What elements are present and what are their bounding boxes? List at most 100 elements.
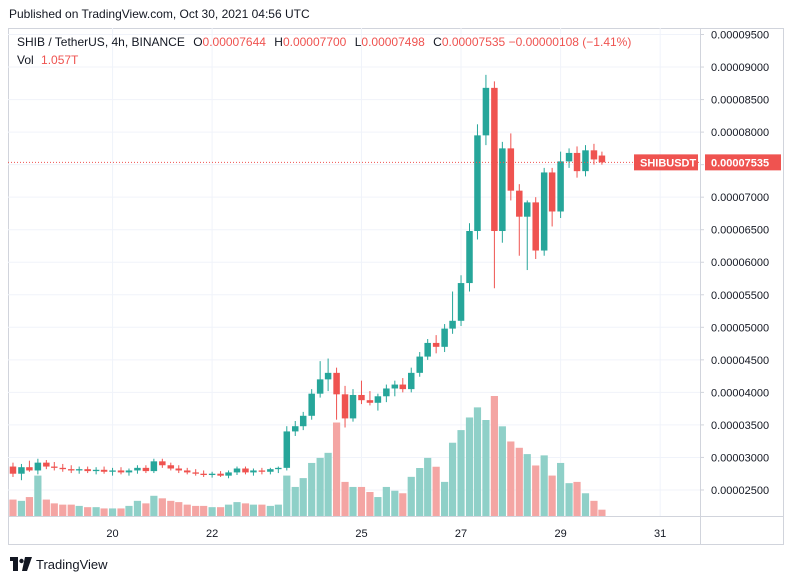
- candle-body: [374, 396, 382, 403]
- volume-bar: [274, 504, 282, 516]
- candle-body: [557, 161, 564, 212]
- volume-bar: [374, 497, 382, 516]
- volume-bar: [183, 504, 191, 516]
- volume-bar: [316, 457, 324, 516]
- candle-body: [548, 172, 556, 212]
- volume-bar: [241, 503, 250, 516]
- volume-bar: [341, 481, 349, 516]
- candle-body: [167, 465, 175, 469]
- volume-bar: [84, 507, 92, 516]
- candle-body: [109, 470, 116, 472]
- y-tick-label: 0.00004500: [711, 355, 769, 367]
- candle-body: [125, 470, 133, 473]
- legend-vol: 1.057T: [41, 53, 79, 67]
- candle-body: [134, 467, 141, 471]
- volume-bar: [59, 504, 67, 516]
- footer-brand[interactable]: TradingView: [10, 553, 108, 575]
- candle-body: [208, 473, 216, 476]
- legend-open-label: O: [193, 35, 203, 49]
- volume-bar: [590, 500, 598, 516]
- time-axis: 20 22 25 27 29 31: [106, 528, 666, 540]
- volume-bar: [75, 505, 83, 516]
- volume-bar: [523, 454, 531, 516]
- volume-bar: [382, 486, 390, 516]
- candle-body: [499, 148, 506, 232]
- tradingview-logo-icon: [10, 557, 32, 571]
- candle-body: [573, 152, 581, 172]
- candle-body: [516, 190, 523, 217]
- candle-body: [474, 135, 481, 232]
- volume-bar: [158, 498, 166, 516]
- volume-bar: [108, 508, 117, 516]
- volume-bar: [249, 504, 258, 516]
- candle-body: [75, 469, 83, 471]
- candle-body: [449, 320, 456, 329]
- candle-body: [466, 231, 473, 284]
- volume-bar: [565, 483, 573, 516]
- candle-body: [333, 372, 340, 395]
- volume-bar: [581, 493, 590, 516]
- footer-brand-label: TradingView: [36, 556, 108, 572]
- volume-bar: [67, 504, 75, 516]
- candle-body: [192, 472, 199, 474]
- candle-body: [416, 356, 423, 373]
- volume-bar: [200, 505, 208, 516]
- volume-bar: [50, 503, 58, 516]
- candle-body: [117, 470, 125, 473]
- candle-body: [283, 431, 291, 468]
- candle-body: [391, 384, 399, 389]
- candle-body: [523, 202, 531, 217]
- y-tick-label: 0.00006500: [711, 225, 769, 237]
- candlestick-chart[interactable]: 0.00002500 0.00003000 0.00003500 0.00004000…: [8, 28, 784, 545]
- legend-symbol: SHIB / TetherUS, 4h, BINANCE: [17, 35, 185, 49]
- volume-bar: [216, 507, 225, 516]
- x-tick-label: 22: [206, 528, 218, 540]
- publish-line: Published on TradingView.com, Oct 30, 20…: [9, 7, 310, 21]
- volume-bar: [441, 481, 449, 516]
- candle-body: [341, 394, 349, 419]
- volume-bar: [399, 493, 407, 516]
- candle-body: [59, 467, 67, 470]
- volume-bar: [457, 430, 465, 516]
- candle-body: [150, 461, 158, 472]
- candle-body: [491, 87, 498, 232]
- candle-body: [349, 394, 357, 419]
- volume-bar: [266, 505, 274, 516]
- legend-low: 0.00007498: [361, 35, 425, 49]
- candle-body: [366, 400, 374, 403]
- volume-bar: [208, 507, 216, 516]
- volume-bar: [598, 509, 606, 516]
- volume-bar: [416, 468, 424, 516]
- candles: [9, 74, 606, 481]
- candle-body: [441, 328, 448, 347]
- candle-body: [51, 466, 58, 468]
- volume-bar: [473, 407, 482, 516]
- y-tick-label: 0.00002500: [711, 485, 769, 497]
- volume-bar: [482, 420, 490, 516]
- candle-body: [225, 472, 232, 476]
- y-tick-label: 0.00005500: [711, 290, 769, 302]
- volume-bar: [142, 503, 150, 516]
- candle-body: [200, 473, 207, 476]
- candle-body: [67, 469, 75, 471]
- volume-bar: [424, 457, 432, 516]
- legend-high: 0.00007700: [282, 35, 347, 49]
- price-tag: SHIBUSDT 0.00007535: [634, 154, 781, 171]
- volume-bar: [167, 500, 175, 516]
- volume-bar: [548, 475, 556, 516]
- candle-body: [432, 342, 440, 347]
- volume-bar: [34, 475, 42, 516]
- candle-body: [26, 467, 33, 471]
- price-tag-symbol-box: [634, 154, 698, 171]
- y-tick-label: 0.00006000: [711, 257, 769, 269]
- candle-body: [18, 467, 25, 474]
- volume-bar: [532, 465, 540, 516]
- volume-bar: [150, 495, 158, 516]
- price-tag-symbol: SHIBUSDT: [640, 157, 697, 169]
- x-tick-label: 20: [106, 528, 118, 540]
- candle-body: [142, 467, 150, 472]
- x-tick-label: 31: [654, 528, 666, 540]
- volume-bar: [366, 492, 374, 516]
- candle-body: [358, 394, 365, 401]
- candle-body: [316, 379, 324, 394]
